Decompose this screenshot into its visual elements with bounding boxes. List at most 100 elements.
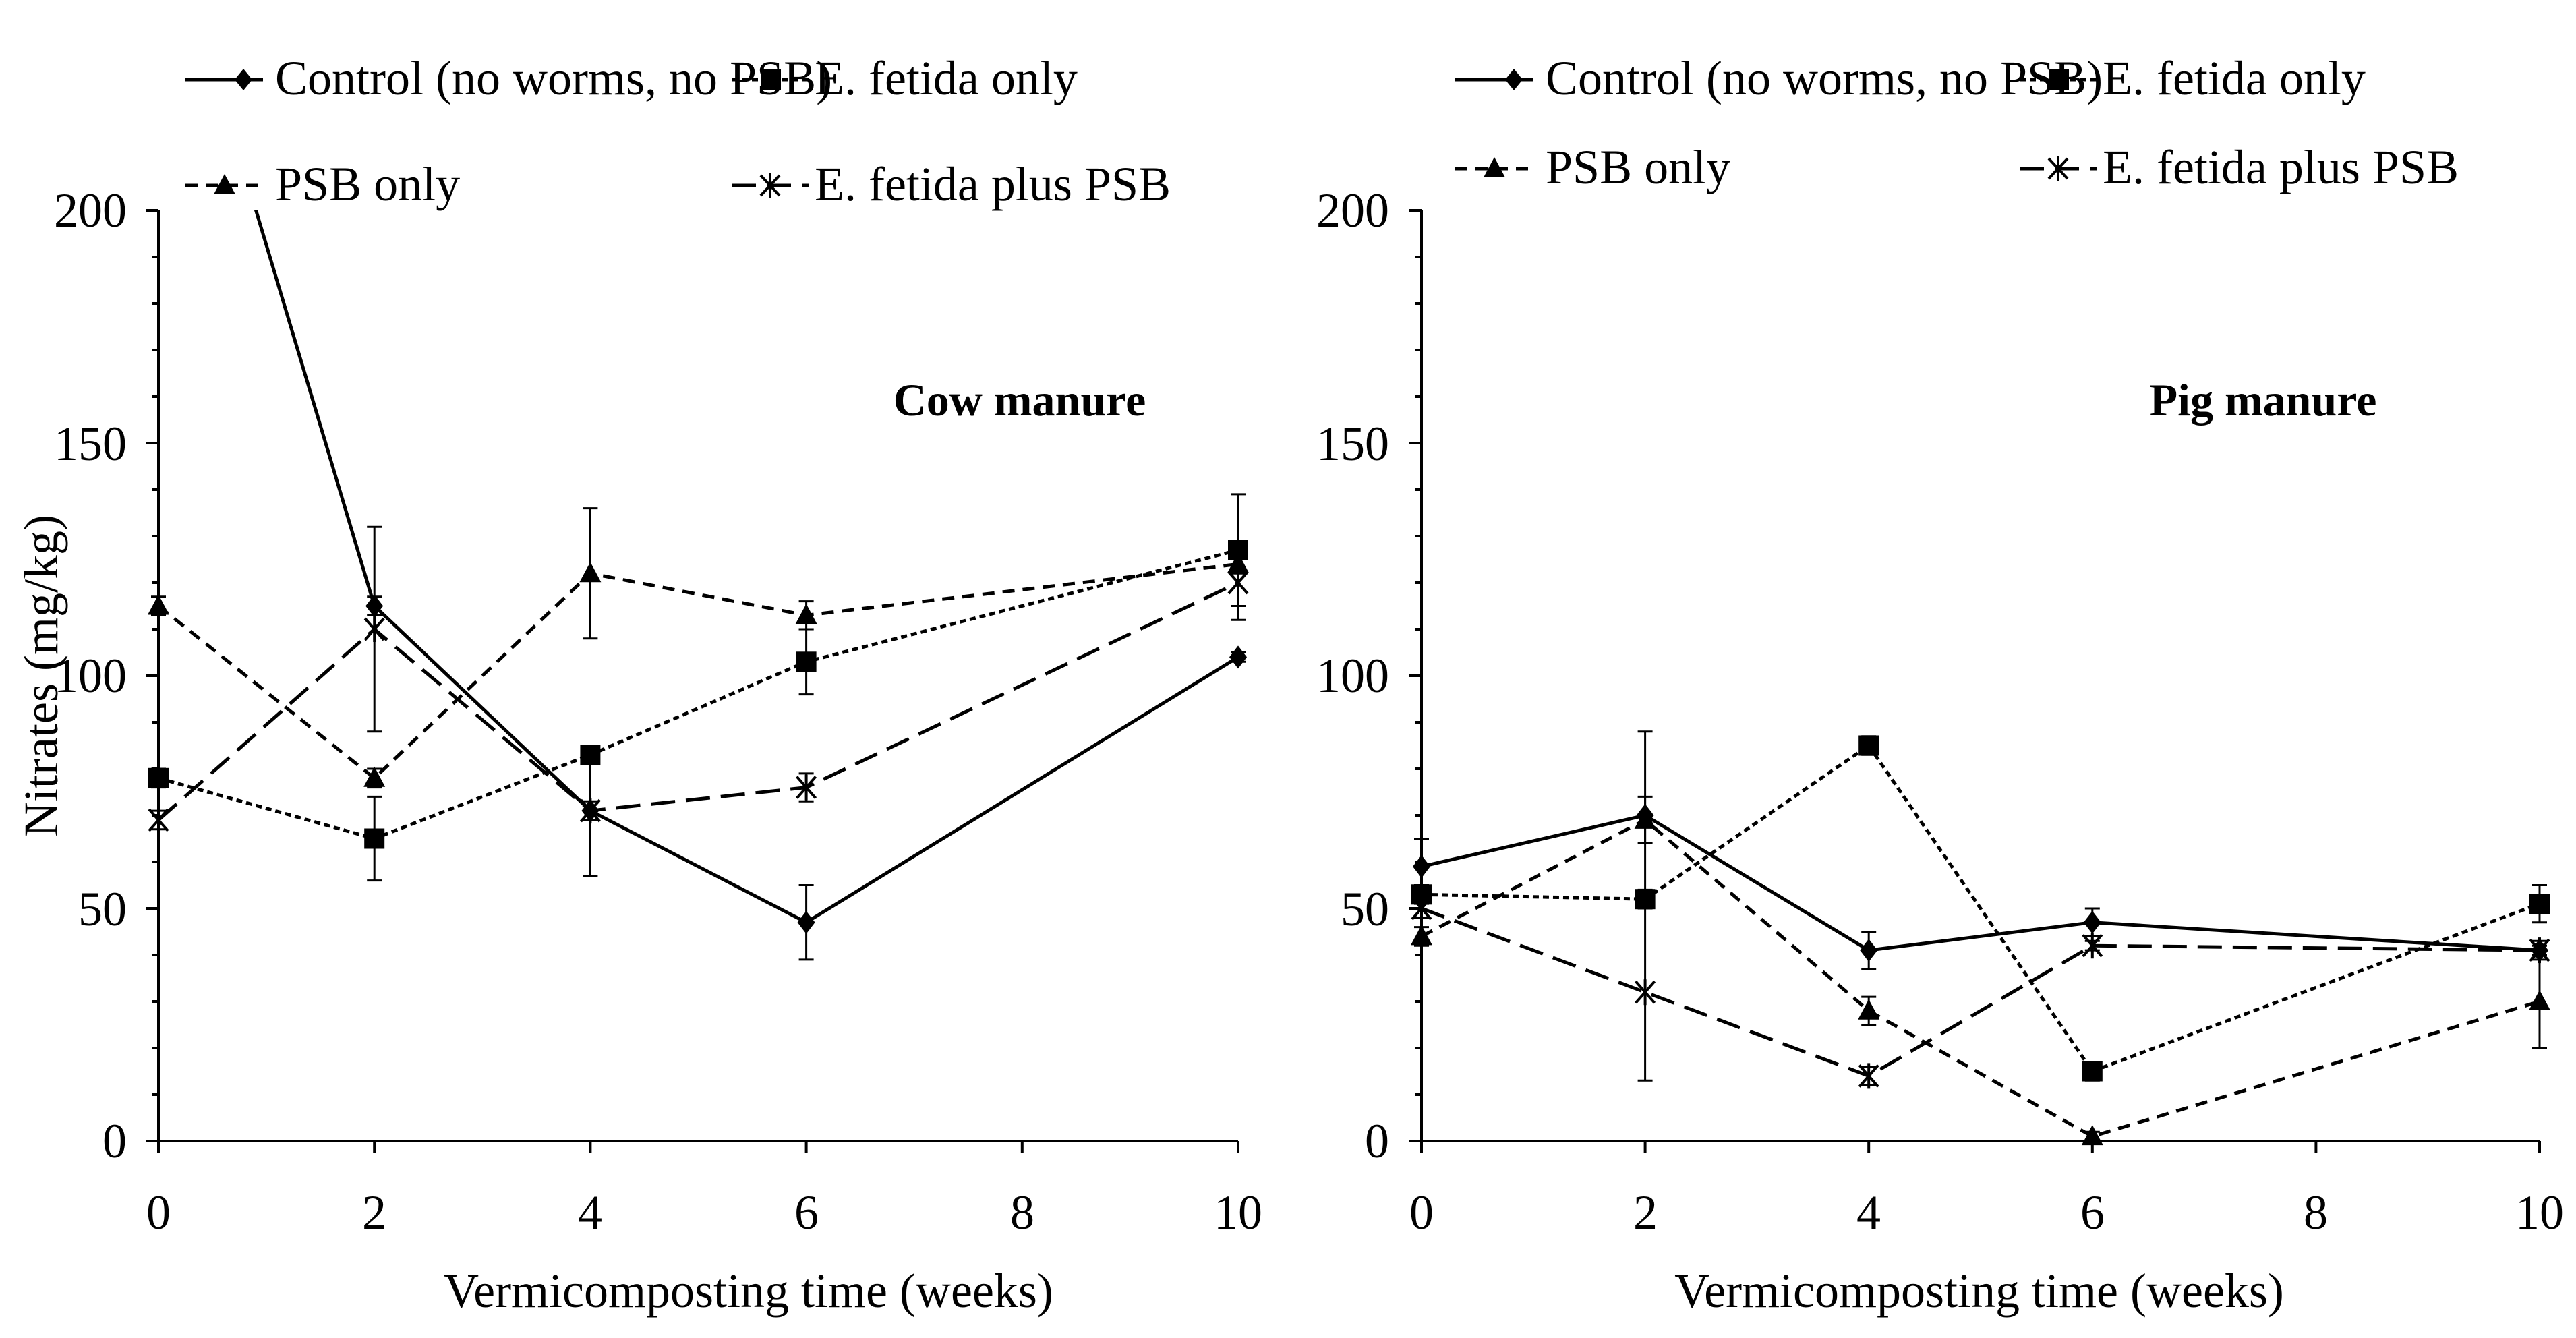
legend-item-control: Control (no worms, no PSB) [1455, 51, 2103, 105]
data-point [579, 562, 602, 583]
data-point [1858, 1063, 1879, 1089]
legend-star-marker [2047, 156, 2069, 181]
data-point [2083, 910, 2101, 934]
legend-diamond-marker [235, 69, 252, 90]
data-point [797, 910, 815, 934]
x-tick-label: 8 [2304, 1186, 2328, 1240]
series-efetida-psb [148, 525, 1249, 877]
legend-triangle-marker [1484, 157, 1505, 177]
data-point [2529, 937, 2550, 964]
legend-label-efetida: E. fetida only [815, 51, 1078, 105]
series-psb [1411, 795, 2550, 1146]
y-tick-label: 50 [1341, 882, 1389, 936]
legend-label-efetida: E. fetida only [2103, 51, 2366, 105]
x-tick-label: 8 [1010, 1186, 1034, 1240]
y-tick-label: 50 [78, 882, 127, 936]
x-tick-label: 6 [794, 1186, 819, 1240]
data-point [579, 798, 601, 824]
data-point [1411, 925, 1432, 946]
legend-star-marker [759, 173, 781, 198]
data-point [148, 594, 169, 615]
data-point [148, 767, 169, 788]
x-tick-label: 6 [2080, 1186, 2105, 1240]
x-axis: 0 2 4 6 8 10 [146, 1140, 1262, 1240]
y-axis: 0 50 100 150 200 [54, 183, 160, 1168]
legend-label-control: Control (no worms, no PSB) [275, 51, 832, 105]
y-axis: 0 50 100 150 200 [1316, 183, 1423, 1168]
series-psb [148, 507, 1249, 789]
data-point [796, 651, 817, 672]
panel-title: Pig manure [2150, 374, 2377, 426]
legend-square-marker [2049, 69, 2069, 90]
series-line [254, 210, 1239, 925]
axis-ticks [146, 209, 1239, 1153]
y-tick-label: 200 [54, 183, 127, 237]
legend-item-control: Control (no worms, no PSB) [185, 51, 832, 105]
legend: Control (no worms, no PSB) E. fetida onl… [1455, 51, 2459, 194]
series-efetida [148, 493, 1248, 882]
data-point [1635, 979, 1656, 1006]
data-point [1229, 645, 1247, 669]
x-tick-label: 10 [1214, 1186, 1262, 1240]
y-tick-label: 100 [54, 649, 127, 703]
legend-item-efetida: E. fetida only [2020, 51, 2366, 105]
legend-item-efetida: E. fetida only [732, 51, 1078, 105]
data-point [1860, 939, 1878, 962]
legend-item-psb: PSB only [185, 157, 460, 211]
x-axis: 0 2 4 6 8 10 [1409, 1140, 2564, 1240]
legend-label-psb: PSB only [275, 157, 460, 211]
legend-label-control: Control (no worms, no PSB) [1546, 51, 2103, 105]
data-point [363, 616, 385, 642]
legend: Control (no worms, no PSB) E. fetida onl… [185, 51, 1171, 211]
x-tick-label: 10 [2515, 1186, 2564, 1240]
data-point [1227, 570, 1249, 595]
cow-manure-panel: Control (no worms, no PSB) E. fetida onl… [14, 51, 1262, 1318]
x-axis-title: Vermicomposting time (weeks) [444, 1264, 1053, 1318]
x-tick-label: 0 [1409, 1186, 1434, 1240]
series-line [157, 581, 1239, 821]
y-tick-label: 100 [1316, 649, 1389, 703]
legend-square-marker [761, 69, 781, 90]
x-tick-label: 2 [1633, 1186, 1658, 1240]
x-tick-label: 4 [1856, 1186, 1881, 1240]
data-point [2082, 933, 2103, 959]
data-point [795, 604, 817, 624]
series-line [1420, 817, 2540, 1138]
series-efetida-psb [1411, 896, 2550, 1089]
data-point [1858, 735, 1879, 756]
legend-triangle-marker [214, 174, 235, 194]
series-line [1421, 743, 2540, 1074]
data-point [796, 774, 817, 801]
series-control [1413, 730, 2548, 970]
x-tick-label: 4 [578, 1186, 602, 1240]
y-tick-label: 200 [1316, 183, 1389, 237]
series-line [1421, 813, 2540, 952]
y-tick-label: 150 [54, 417, 127, 471]
x-axis-title: Vermicomposting time (weeks) [1674, 1264, 2284, 1318]
series-control [254, 210, 1247, 961]
legend-label-efetida-psb: E. fetida plus PSB [815, 157, 1171, 211]
x-tick-label: 0 [146, 1186, 171, 1240]
data-point [2529, 894, 2550, 914]
axis-ticks [1409, 209, 2541, 1153]
y-tick-label: 150 [1316, 417, 1389, 471]
data-point [1413, 854, 1430, 878]
legend-item-efetida-psb: E. fetida plus PSB [732, 157, 1171, 211]
panel-title: Cow manure [894, 374, 1146, 426]
y-tick-label: 0 [1365, 1114, 1389, 1168]
data-point [2082, 1061, 2103, 1082]
series-efetida [1411, 735, 2550, 1082]
legend-item-efetida-psb: E. fetida plus PSB [2020, 140, 2459, 194]
series-line [157, 562, 1239, 781]
data-point [364, 828, 385, 849]
data-point [363, 766, 386, 787]
data-point [2081, 1125, 2103, 1146]
legend-label-psb: PSB only [1546, 140, 1730, 194]
pig-manure-panel: Control (no worms, no PSB) E. fetida onl… [1316, 51, 2564, 1318]
data-point [2529, 990, 2550, 1010]
series-line [158, 548, 1239, 841]
data-point [1411, 896, 1432, 921]
y-axis-title: Nitrates (mg/kg) [14, 515, 68, 837]
legend-item-psb: PSB only [1455, 140, 1730, 194]
